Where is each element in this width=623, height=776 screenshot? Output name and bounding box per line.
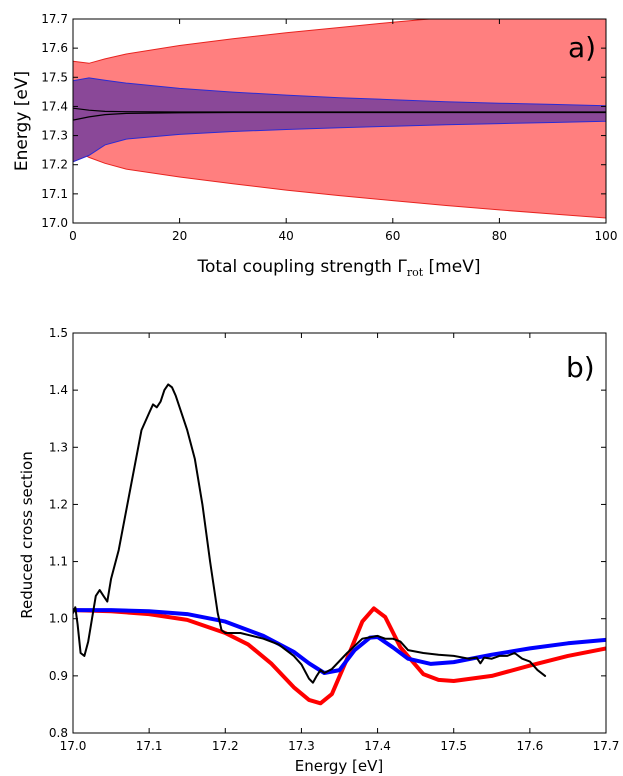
panel-a: 0 20 40 60 80 100 17.0 17.1 17.2 17.3 17.4 17.5 17.6… — [12, 12, 617, 279]
panel-b: 17.0 17.1 17.2 17.3 17.4 17.5 17.6 17.7 0.8 0.9 1.… — [18, 326, 619, 775]
x-tick-label: 17.4 — [364, 739, 391, 753]
panel-b-xlabel: Energy [eV] — [295, 757, 383, 775]
series-layer — [73, 383, 606, 706]
panel-a-xlabel-main: Total coupling strength Γ — [197, 257, 408, 277]
line-series-1 — [73, 608, 606, 675]
y-tick-label: 17.4 — [41, 99, 68, 113]
line-series-2 — [73, 383, 547, 684]
x-tick-label: 60 — [385, 229, 400, 243]
panel-a-xlabel-unit: [meV] — [423, 257, 480, 277]
y-tick-label: 17.3 — [41, 129, 68, 143]
y-tick-label: 17.0 — [41, 216, 68, 230]
x-tick-label: 17.0 — [60, 739, 87, 753]
x-tick-label: 17.6 — [516, 739, 543, 753]
y-tick-label: 1.1 — [49, 555, 68, 569]
panel-b-ylabel: Reduced cross section — [18, 451, 36, 618]
x-tick-label: 17.5 — [440, 739, 467, 753]
panel-a-label: a) — [568, 31, 596, 64]
line-series-0 — [73, 606, 606, 706]
panel-a-plot-area — [73, 19, 606, 219]
panel-a-ylabel: Energy [eV] — [12, 71, 32, 171]
panel-a-frame — [72, 18, 607, 224]
y-tick-label: 17.2 — [41, 158, 68, 172]
panel-b-label: b) — [566, 351, 595, 384]
x-tick-label: 17.1 — [136, 739, 163, 753]
y-tick-label: 1.2 — [49, 497, 68, 511]
panel-b-frame — [72, 332, 607, 734]
band-series-2 — [73, 107, 606, 121]
y-tick-label: 17.1 — [41, 187, 68, 201]
y-tick-label: 0.8 — [49, 726, 68, 740]
x-tick-label: 40 — [279, 229, 294, 243]
y-tick-label: 1.4 — [49, 383, 68, 397]
series-layer — [73, 19, 606, 219]
y-tick-label: 1.3 — [49, 440, 68, 454]
panel-b-ticks: 17.0 17.1 17.2 17.3 17.4 17.5 17.6 17.7 0.8 0.9 1.… — [49, 326, 619, 753]
y-tick-label: 1.0 — [49, 612, 68, 626]
x-tick-label: 17.2 — [212, 739, 239, 753]
x-tick-label: 17.7 — [593, 739, 620, 753]
x-tick-label: 17.3 — [288, 739, 315, 753]
panel-a-xlabel: Total coupling strength Γrot [meV] — [197, 257, 481, 279]
y-tick-label: 17.6 — [41, 41, 68, 55]
y-tick-label: 17.5 — [41, 70, 68, 84]
x-tick-label: 80 — [492, 229, 507, 243]
panel-a-xlabel-sub: rot — [407, 266, 424, 279]
x-tick-label: 20 — [172, 229, 187, 243]
band-series-1 — [73, 77, 606, 163]
x-tick-label: 0 — [69, 229, 77, 243]
y-tick-label: 17.7 — [41, 12, 68, 26]
x-tick-label: 100 — [595, 229, 618, 243]
panel-a-ticks: 0 20 40 60 80 100 17.0 17.1 17.2 17.3 17.4 17.5 17.6… — [41, 12, 617, 243]
y-tick-label: 1.5 — [49, 326, 68, 340]
y-tick-label: 0.9 — [49, 669, 68, 683]
panel-b-plot-area — [73, 383, 606, 706]
